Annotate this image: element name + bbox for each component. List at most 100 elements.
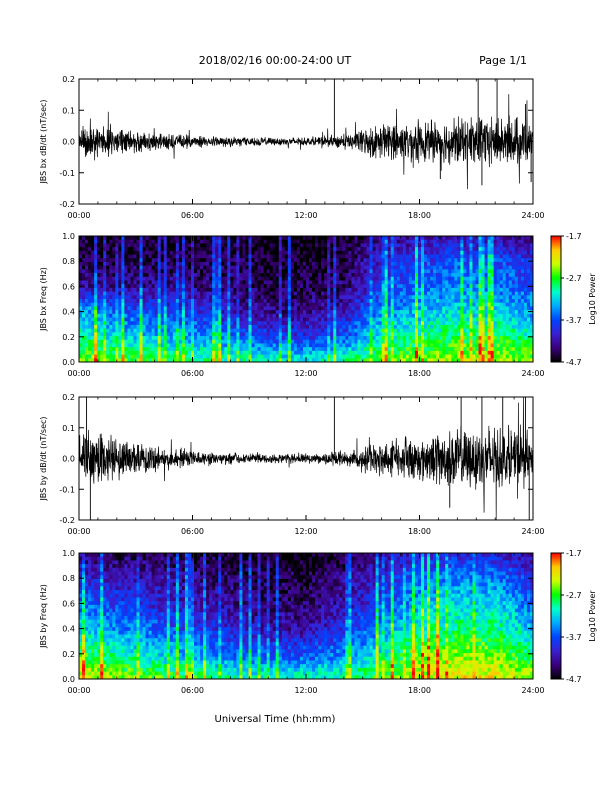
spectrogram-cell — [121, 254, 125, 259]
spectrogram-cell — [342, 313, 346, 318]
spectrogram-cell — [448, 239, 452, 244]
spectrogram-cell — [251, 276, 255, 281]
spectrogram-cell — [342, 336, 346, 341]
spectrogram-cell — [508, 284, 513, 289]
spectrogram-cell — [396, 250, 401, 255]
spectrogram-cell — [209, 287, 213, 292]
spectrogram-cell — [233, 295, 237, 300]
spectrogram-cell — [369, 250, 373, 255]
spectrogram-cell — [457, 332, 461, 337]
spectrogram-cell — [136, 280, 140, 285]
spectrogram-cell — [157, 332, 162, 337]
spectrogram-cell — [345, 295, 349, 300]
spectrogram-cell — [296, 324, 301, 330]
spectrogram-cell — [221, 321, 225, 326]
spectrogram-cell — [357, 273, 361, 278]
spectrogram-cell — [85, 336, 89, 341]
spectrogram-cell — [475, 324, 479, 330]
spectrogram-cell — [236, 313, 240, 318]
spectrogram-cell — [206, 306, 210, 311]
spectrogram-cell — [281, 287, 286, 292]
spectrogram-cell — [454, 250, 458, 255]
spectrogram-cell — [184, 354, 189, 359]
spectrogram-cell — [433, 321, 437, 326]
spectrogram-cell — [315, 321, 319, 326]
spectrogram-cell — [505, 332, 510, 337]
spectrogram-cell — [106, 247, 110, 252]
spectrogram-cell — [336, 328, 340, 333]
spectrogram-cell — [200, 302, 204, 307]
spectrogram-cell — [393, 239, 398, 244]
spectrogram-cell — [442, 354, 446, 359]
spectrogram-cell — [145, 276, 150, 281]
spectrogram-cell — [505, 336, 510, 341]
spectrogram-cell — [387, 239, 392, 244]
spectrogram-cell — [151, 324, 156, 330]
spectrogram-cell — [333, 324, 337, 330]
spectrogram-cell — [448, 295, 452, 300]
page-indicator: Page 1/1 — [479, 54, 527, 67]
spectrogram-cell — [321, 295, 325, 300]
spectrogram-cell — [384, 258, 389, 263]
spectrogram-cell — [493, 328, 498, 333]
spectrogram-cell — [151, 299, 156, 304]
spectrogram-cell — [172, 254, 177, 259]
spectrogram-cell — [321, 358, 325, 363]
spectrogram-cell — [184, 313, 189, 318]
spectrogram-cell — [130, 236, 134, 241]
spectrogram-cell — [417, 273, 422, 278]
spectrogram-cell — [190, 291, 195, 296]
spectrogram-cell — [433, 261, 437, 267]
spectrogram-cell — [427, 350, 431, 355]
spectrogram-cell — [508, 273, 513, 278]
spectrogram-cell — [88, 261, 92, 267]
spectrogram-cell — [130, 247, 134, 252]
spectrogram-cell — [381, 302, 386, 307]
spectrogram-cell — [148, 306, 153, 311]
spectrogram-cell — [269, 258, 274, 263]
spectrogram-cell — [469, 265, 473, 270]
spectrogram-cell — [315, 254, 319, 259]
spectrogram-cell — [85, 236, 89, 241]
spectrogram-cell — [505, 265, 510, 270]
spectrogram-cell — [445, 299, 449, 304]
spectrogram-cell — [209, 313, 213, 318]
spectrogram-cell — [369, 243, 373, 248]
spectrogram-cell — [184, 273, 189, 278]
spectrogram-cell — [424, 347, 428, 352]
spectrogram-cell — [490, 239, 495, 244]
spectrogram-cell — [315, 339, 319, 344]
spectrogram-cell — [327, 358, 331, 363]
spectrogram-cell — [463, 332, 467, 337]
spectrogram-cell — [312, 239, 316, 244]
spectrogram-cell — [372, 265, 377, 270]
spectrogram-cell — [163, 302, 168, 307]
spectrogram-cell — [94, 269, 98, 274]
spectrogram-cell — [381, 354, 386, 359]
spectrogram-cell — [309, 299, 313, 304]
spectrogram-cell — [263, 295, 268, 300]
spectrogram-cell — [187, 284, 192, 289]
spectrogram-cell — [475, 258, 479, 263]
spectrogram-cell — [381, 306, 386, 311]
spectrogram-cell — [363, 299, 367, 304]
spectrogram-cell — [493, 313, 498, 318]
spectrogram-cell — [342, 261, 346, 267]
spectrogram-cell — [287, 339, 292, 344]
spectrogram-cell — [251, 284, 255, 289]
spectrogram-cell — [427, 358, 431, 363]
spectrogram-cell — [85, 269, 89, 274]
spectrogram-cell — [97, 332, 101, 337]
spectrogram-cell — [405, 265, 410, 270]
spectrogram-cell — [457, 336, 461, 341]
spectrogram-cell — [130, 324, 134, 330]
spectrogram-cell — [502, 254, 507, 259]
spectrogram-cell — [293, 343, 298, 348]
spectrogram-cell — [460, 328, 464, 333]
spectrogram-cell — [272, 347, 277, 352]
spectrogram-cell — [333, 258, 337, 263]
spectrogram-cell — [411, 269, 416, 274]
spectrogram-cell — [514, 299, 519, 304]
spectrogram-cell — [133, 291, 137, 296]
spectrogram-cell — [436, 302, 440, 307]
